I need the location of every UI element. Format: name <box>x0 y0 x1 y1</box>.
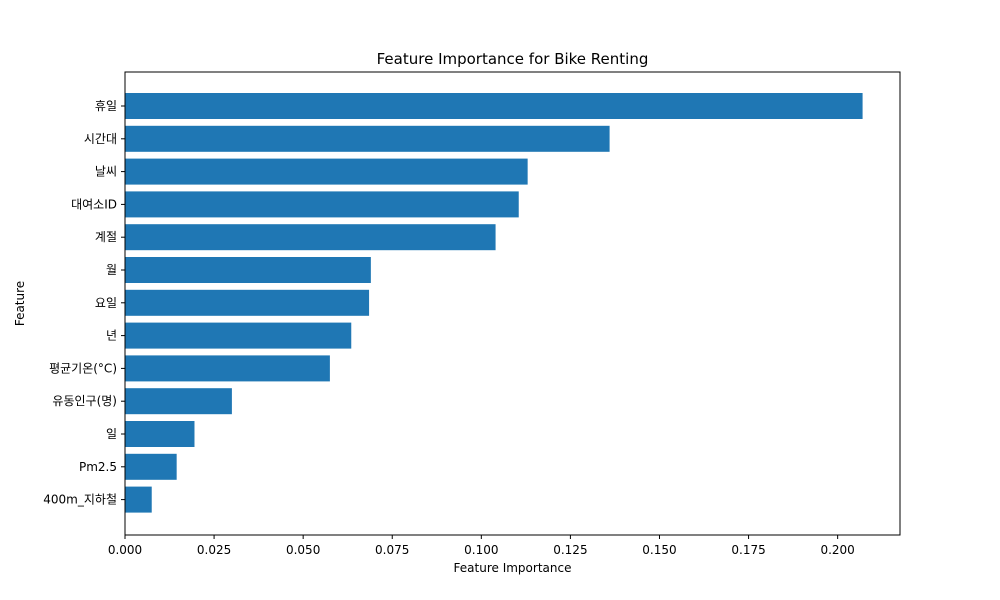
plot-frame <box>124 71 901 536</box>
y-tick-label: Pm2.5 <box>79 460 117 474</box>
y-tick-label: 휴일 <box>95 99 117 113</box>
y-axis-title: Feature <box>13 281 27 326</box>
x-tick-label: 0.150 <box>642 543 676 557</box>
bar-11 <box>125 453 177 480</box>
bar-7 <box>125 322 352 349</box>
bar-2 <box>125 158 528 185</box>
y-tick-label: 요일 <box>95 296 117 310</box>
y-tick-label: 시간대 <box>84 132 117 146</box>
bar-1 <box>125 125 610 152</box>
chart-title: Feature Importance for Bike Renting <box>377 50 649 68</box>
x-axis-title: Feature Importance <box>454 561 572 575</box>
y-tick-label: 400m_지하철 <box>43 493 117 507</box>
x-tick-label: 0.075 <box>375 543 409 557</box>
y-tick-label: 계절 <box>95 230 117 244</box>
y-tick-label: 일 <box>106 427 117 441</box>
bar-12 <box>125 486 152 513</box>
bar-8 <box>125 355 330 382</box>
bars-layer <box>125 93 863 513</box>
bar-3 <box>125 191 519 218</box>
y-tick-label: 대여소ID <box>71 197 117 211</box>
y-tick-label: 월 <box>106 263 117 277</box>
bar-5 <box>125 257 371 283</box>
y-tick-label: 유동인구(명) <box>52 394 117 408</box>
x-tick-label: 0.025 <box>197 543 231 557</box>
bar-10 <box>125 421 195 447</box>
x-axis: 0.000 0.025 0.050 0.075 0.100 0.125 0.150 0.175… <box>108 535 855 557</box>
bar-4 <box>125 224 496 251</box>
x-tick-label: 0.175 <box>731 543 765 557</box>
x-tick-label: 0.000 <box>108 543 142 557</box>
y-tick-label: 년 <box>106 329 117 343</box>
y-tick-label: 평균기온(°C) <box>49 361 117 375</box>
x-tick-label: 0.200 <box>820 543 854 557</box>
x-tick-label: 0.100 <box>464 543 498 557</box>
x-tick-label: 0.125 <box>553 543 587 557</box>
bar-0 <box>125 93 863 119</box>
bar-9 <box>125 388 232 415</box>
bar-6 <box>125 289 370 316</box>
x-tick-label: 0.050 <box>286 543 320 557</box>
y-tick-label: 날씨 <box>95 165 117 179</box>
